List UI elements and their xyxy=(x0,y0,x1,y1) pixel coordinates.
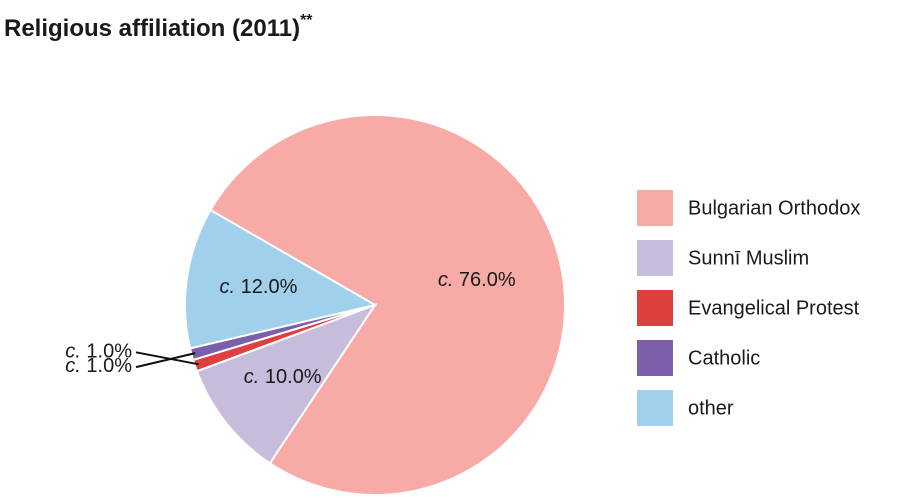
pie-slice xyxy=(195,302,378,465)
data-label: c. 1.0% xyxy=(65,341,132,363)
pie-slice xyxy=(184,208,378,350)
leader-line xyxy=(135,351,199,366)
data-label: c. 10.0% xyxy=(244,366,322,388)
chart-title: Religious affiliation (2011)** xyxy=(4,12,313,42)
legend-label: Evangelical Protest xyxy=(688,297,860,319)
legend-swatch xyxy=(637,290,673,326)
legend-label: Catholic xyxy=(688,347,760,369)
legend-swatch xyxy=(637,240,673,276)
legend-label: other xyxy=(688,397,734,419)
legend-swatch xyxy=(637,390,673,426)
leader-line xyxy=(135,352,196,369)
data-label: c. 12.0% xyxy=(220,276,298,298)
data-label: c. 76.0% xyxy=(438,269,516,291)
legend-label: Bulgarian Orthodox xyxy=(688,197,860,219)
legend-label: Sunnī Muslim xyxy=(688,247,809,269)
legend-swatch xyxy=(637,340,673,376)
legend-swatch xyxy=(637,190,673,226)
data-label: c. 1.0% xyxy=(65,355,132,377)
pie-slice xyxy=(209,114,566,496)
